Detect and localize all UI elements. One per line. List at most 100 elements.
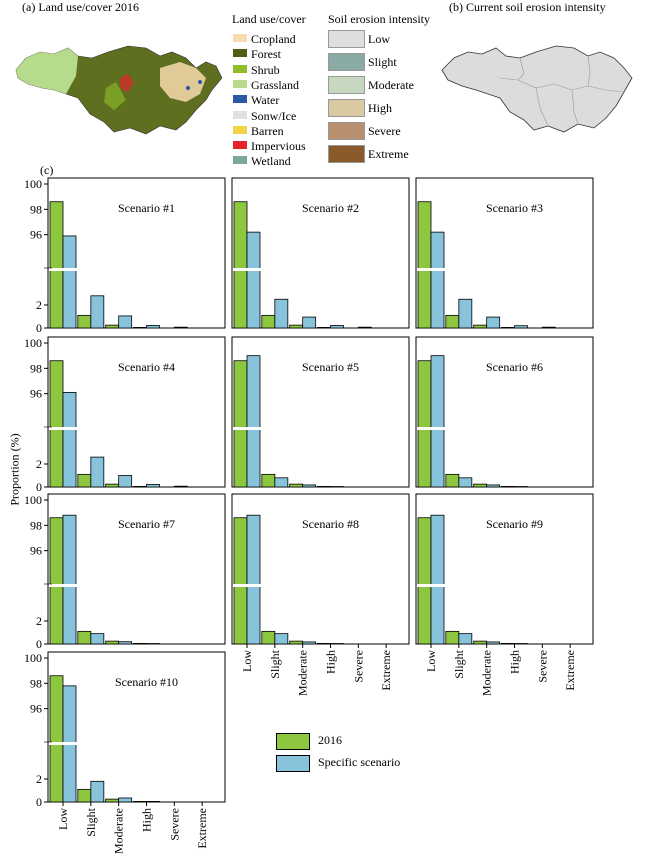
panel-title: Scenario #7 (118, 517, 175, 531)
land-use-label: Sonw/Ice (251, 108, 297, 123)
erosion-label: Severe (368, 124, 401, 138)
land-use-swatch (233, 34, 247, 42)
bar-2016 (261, 314, 276, 329)
axis-break (416, 427, 447, 430)
bar-2016 (105, 640, 120, 645)
axis-break (416, 268, 447, 271)
bar-scenario (357, 326, 372, 329)
erosion-label: Extreme (368, 147, 409, 161)
x-tick-label: Slight (84, 807, 98, 836)
bar-scenario (146, 801, 160, 803)
y-tick-label: 98 (30, 676, 42, 690)
panel-a-label: (a) Land use/cover 2016 (22, 0, 139, 14)
bar-2016 (473, 483, 488, 488)
x-tick-label: Moderate (296, 650, 310, 696)
land-use-label: Shrub (251, 62, 280, 77)
panel-b-label: (b) Current soil erosion intensity (449, 0, 606, 14)
bar-2016 (289, 324, 304, 329)
bar-2016 (417, 201, 432, 329)
bar-scenario (173, 485, 188, 488)
legend-label-scenario: Specific scenario (318, 755, 401, 769)
erosion-legend-title: Soil erosion intensity (328, 12, 430, 26)
axis-break (48, 742, 79, 745)
bar-scenario (302, 641, 317, 645)
land-use-label: Wetland (251, 154, 291, 169)
bar-2016 (233, 360, 248, 488)
erosion-label: Moderate (368, 78, 414, 92)
panel-title: Scenario #10 (115, 675, 178, 689)
erosion-swatch (328, 53, 365, 71)
erosion-swatch (328, 30, 365, 48)
axis-break (232, 268, 263, 271)
y-tick-label: 0 (36, 637, 42, 651)
panel-title: Scenario #9 (486, 517, 543, 531)
land-use-swatch (233, 49, 247, 58)
x-tick-label: High (324, 650, 338, 674)
bar-2016 (445, 473, 460, 488)
bar-2016 (501, 327, 515, 329)
bar-scenario (274, 298, 289, 329)
bar-scenario (246, 514, 261, 645)
y-tick-label: 100 (24, 651, 42, 665)
bar-scenario (486, 484, 501, 488)
bar-2016 (261, 473, 276, 488)
bar-2016 (317, 327, 331, 329)
bar-2016 (445, 314, 460, 329)
x-tick-label: Low (56, 808, 70, 830)
panel-title: Scenario #8 (302, 517, 359, 531)
land-use-legend-title: Land use/cover (232, 12, 306, 26)
land-use-swatch (233, 110, 247, 119)
land-use-swatch (233, 125, 247, 134)
land-use-label: Grassland (251, 77, 299, 92)
bar-2016 (501, 486, 515, 488)
axis-break (416, 584, 447, 587)
bar-scenario (274, 633, 289, 645)
land-use-swatch (233, 64, 247, 73)
x-tick-label: Slight (268, 649, 282, 678)
bar-scenario (118, 475, 133, 488)
y-tick-label: 96 (30, 544, 42, 558)
bar-scenario (118, 641, 133, 645)
bar-2016 (105, 324, 120, 329)
x-tick-label: High (508, 650, 522, 674)
axis-break (232, 427, 263, 430)
bar-scenario (302, 484, 317, 488)
bar-2016 (49, 201, 64, 329)
x-tick-label: Severe (351, 650, 365, 683)
y-tick-label: 2 (36, 298, 42, 312)
bar-2016 (49, 517, 64, 645)
y-tick-label: 2 (36, 614, 42, 628)
bar-scenario (430, 514, 445, 645)
erosion-label: Low (368, 32, 390, 46)
bar-2016 (77, 473, 92, 488)
x-tick-label: Extreme (379, 650, 393, 691)
y-tick-label: 98 (30, 202, 42, 216)
x-tick-label: Slight (452, 649, 466, 678)
bar-scenario (173, 326, 188, 329)
x-tick-label: Severe (535, 650, 549, 683)
bar-scenario (118, 315, 133, 329)
bar-2016 (105, 483, 120, 488)
bar-scenario (118, 797, 133, 803)
land-use-map (15, 45, 223, 135)
bar-scenario (246, 231, 261, 329)
y-tick-label: 0 (36, 795, 42, 809)
ylabel: Proportion (%) (7, 433, 22, 506)
x-tick-label: Moderate (480, 650, 494, 696)
panel-title: Scenario #1 (118, 201, 175, 215)
bar-scenario (62, 235, 77, 329)
y-tick-label: 2 (36, 772, 42, 786)
axis-break (48, 584, 79, 587)
y-tick-label: 0 (36, 480, 42, 494)
bar-2016 (133, 327, 147, 329)
bar-2016 (417, 517, 432, 645)
panel-title: Scenario #2 (302, 201, 359, 215)
bar-2016 (105, 798, 120, 803)
axis-break (48, 268, 79, 271)
y-tick-label: 96 (30, 228, 42, 242)
bar-scenario (430, 355, 445, 488)
bar-scenario (246, 355, 261, 488)
land-use-label: Cropland (251, 32, 296, 46)
y-tick-label: 98 (30, 518, 42, 532)
legend-swatch-scenario (276, 755, 310, 772)
